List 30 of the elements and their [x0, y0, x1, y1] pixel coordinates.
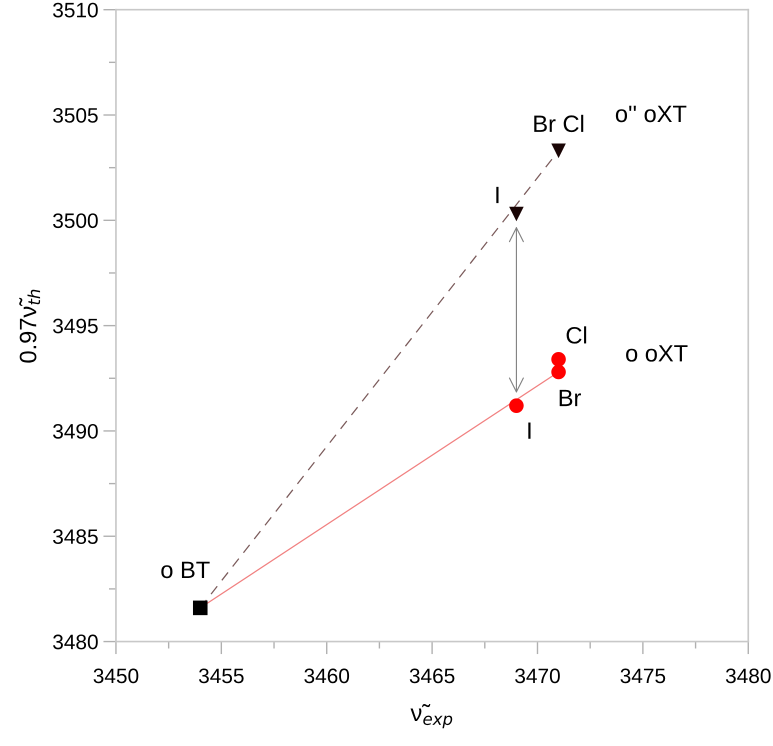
point — [551, 352, 566, 367]
data-label: Br Cl — [534, 114, 584, 132]
point — [551, 364, 566, 380]
x-tick-label: 3455 — [198, 668, 244, 684]
point — [509, 398, 524, 413]
annotation: o oXT — [626, 345, 688, 362]
x-axis-title: ν̃$_{exp}$ — [410, 704, 452, 728]
x-tick-label: 3475 — [620, 668, 666, 684]
y-tick-label: 3495 — [53, 318, 98, 334]
y-tick-label: 3485 — [53, 529, 98, 544]
y-tick-label: 3505 — [53, 108, 98, 123]
x-tick-label: 3480 — [726, 668, 771, 684]
x-tick-label: 3470 — [515, 668, 560, 684]
series-label: o BT — [161, 562, 210, 578]
annotation: o'' oXT — [616, 106, 686, 122]
point — [192, 600, 208, 616]
y-axis-title: 0.97ν̃$_{th}$ — [19, 290, 40, 363]
data-label: Br — [560, 390, 581, 406]
data-label: I — [528, 422, 531, 439]
data-label: Cl — [566, 326, 586, 344]
data-label: I — [496, 186, 499, 204]
x-tick-label: 3460 — [304, 668, 350, 684]
point — [551, 144, 566, 158]
y-tick-label: 3490 — [53, 424, 98, 439]
x-tick-label: 3450 — [94, 668, 138, 684]
y-tick-label: 3510 — [53, 2, 98, 18]
y-tick-label: 3480 — [53, 634, 98, 650]
y-tick-label: 3500 — [53, 213, 98, 228]
x-tick-label: 3465 — [410, 668, 454, 684]
point — [509, 206, 524, 222]
